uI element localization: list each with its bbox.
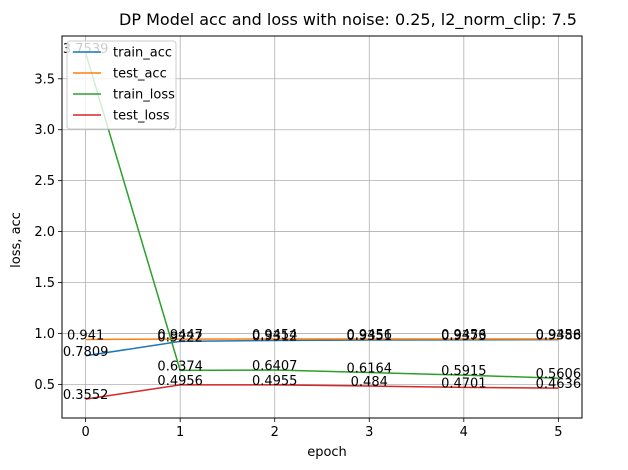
- data-label-test-loss: 0.484: [351, 375, 388, 390]
- data-label-test-acc: 0.9456: [347, 328, 393, 343]
- x-tick-label: 2: [271, 425, 279, 440]
- y-tick-label: 1.0: [34, 327, 55, 342]
- y-tick-label: 2.5: [34, 174, 55, 189]
- legend-label: train_loss: [113, 88, 175, 103]
- y-tick-label: 1.5: [34, 276, 55, 291]
- y-tick-label: 0.5: [34, 378, 55, 393]
- data-label-train-loss: 0.5915: [441, 364, 487, 379]
- data-label-test-loss: 0.4636: [536, 377, 582, 392]
- data-label-test-acc: 0.9454: [252, 328, 298, 343]
- data-label-train-loss: 0.6407: [252, 359, 298, 374]
- x-axis-label: epoch: [307, 445, 347, 460]
- data-label-train-loss: 0.6374: [157, 359, 203, 374]
- series-line-test-loss: [85, 384, 559, 400]
- y-tick-label: 3.0: [34, 123, 55, 138]
- data-label-train-acc: 0.9312: [252, 329, 298, 344]
- data-label-train-loss: 0.6164: [347, 362, 393, 377]
- x-tick-label: 0: [81, 425, 89, 440]
- series-line-train-loss: [84, 52, 559, 379]
- plot-frame: [61, 35, 583, 419]
- data-label-train-acc: 0.9388: [536, 329, 582, 344]
- grid: [62, 36, 582, 418]
- chart-title: DP Model acc and loss with noise: 0.25, …: [119, 10, 577, 30]
- y-tick-label: 3.5: [34, 72, 55, 87]
- y-tick-label: 2.0: [34, 225, 55, 240]
- data-label-test-acc: 0.9456: [441, 328, 487, 343]
- series-line-train-acc: [85, 338, 559, 357]
- data-label-test-acc: 0.9456: [536, 328, 582, 343]
- data-label-test-loss: 0.4955: [252, 374, 298, 389]
- x-tick-label: 3: [365, 425, 373, 440]
- data-label-train-acc: 0.7809: [63, 345, 109, 360]
- legend-label: test_loss: [113, 109, 170, 124]
- y-axis-label: loss, acc: [9, 212, 24, 268]
- data-label-train-acc: 0.9222: [157, 330, 203, 345]
- x-tick-label: 5: [554, 425, 562, 440]
- data-label-test-loss: 0.4956: [157, 374, 203, 389]
- axis-ticks: 0 1 2 3 4 5 0.5 1.0 1.5 2.0 2.5 3.0 3.5: [34, 72, 562, 440]
- data-label-train-loss: 0.5606: [536, 367, 582, 382]
- legend-label: train_acc: [113, 46, 172, 61]
- legend-label: test_acc: [113, 67, 167, 82]
- data-label-test-loss: 0.4701: [441, 376, 487, 391]
- legend: train_acc test_acc train_loss test_loss: [66, 40, 177, 130]
- x-tick-label: 1: [176, 425, 184, 440]
- legend-box: [66, 40, 177, 130]
- data-label-test-acc: 0.9447: [157, 328, 203, 343]
- series-lines: [84, 52, 559, 400]
- x-tick-label: 4: [460, 425, 468, 440]
- data-label-train-acc: 0.9351: [347, 329, 393, 344]
- data-label-train-acc: 0.9373: [441, 329, 487, 344]
- data-label-test-loss: 0.3552: [63, 388, 109, 403]
- data-label-test-acc: 0.941: [67, 328, 104, 343]
